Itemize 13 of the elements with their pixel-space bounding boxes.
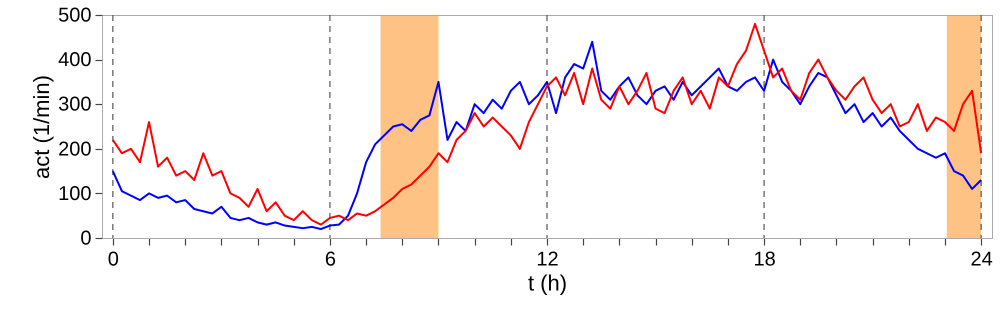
- x-tick-label: 6: [324, 248, 336, 270]
- x-tick-label: 0: [108, 248, 119, 270]
- y-tick-label: 0: [80, 228, 92, 250]
- y-tick-label: 400: [58, 49, 92, 72]
- y-tick-label: 500: [58, 4, 92, 26]
- x-tick-label: 12: [536, 248, 559, 270]
- x-tick-label: 18: [753, 248, 776, 270]
- y-tick-label: 200: [58, 138, 92, 160]
- y-tick-label: 300: [58, 94, 92, 116]
- x-axis-title: t (h): [528, 270, 568, 296]
- y-tick-label: 100: [58, 182, 92, 205]
- y-axis-title: act (1/min): [29, 75, 54, 179]
- x-tick-label: 24: [970, 248, 993, 270]
